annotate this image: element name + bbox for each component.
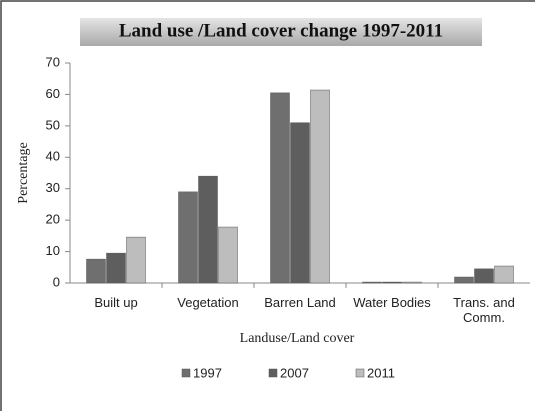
- legend-label: 2011: [367, 365, 395, 380]
- bar: [474, 268, 494, 284]
- bar: [494, 265, 514, 284]
- y-tick-label: 50: [46, 117, 60, 132]
- x-tick-label: Vegetation: [177, 295, 239, 310]
- legend-label: 1997: [193, 365, 222, 380]
- title-box: [80, 18, 482, 46]
- bar: [402, 281, 422, 284]
- y-tick-label: 30: [46, 180, 60, 195]
- legend-swatch: [181, 368, 191, 378]
- bar: [86, 258, 106, 284]
- y-tick-label: 20: [46, 212, 60, 227]
- y-tick-label: 60: [46, 86, 60, 101]
- bar: [454, 276, 474, 284]
- x-tick-label: Built up: [94, 295, 138, 310]
- y-tick-label: 40: [46, 149, 60, 164]
- x-tick-label: Trans. and Comm.: [453, 295, 515, 325]
- chart-title: Land use /Land cover change 1997-2011: [119, 20, 443, 41]
- bar: [290, 122, 310, 284]
- x-tick-label: Water Bodies: [353, 295, 431, 310]
- bar: [270, 92, 290, 284]
- bar: [106, 252, 126, 284]
- bar: [362, 281, 382, 284]
- bar: [198, 175, 218, 284]
- legend-label: 2007: [280, 365, 309, 380]
- legend-swatch: [355, 368, 365, 378]
- y-axis-label: Percentage: [16, 142, 31, 203]
- legend-swatch: [268, 368, 278, 378]
- x-axis-label: Landuse/Land cover: [240, 331, 355, 346]
- bar: [310, 89, 330, 284]
- y-tick-label: 70: [46, 54, 60, 69]
- bar: [382, 281, 402, 284]
- x-tick-label: Barren Land: [264, 295, 336, 310]
- bar: [126, 236, 146, 284]
- bar: [178, 191, 198, 284]
- y-tick-label: 10: [46, 243, 60, 258]
- bar: [218, 226, 238, 284]
- y-tick-label: 0: [53, 274, 60, 289]
